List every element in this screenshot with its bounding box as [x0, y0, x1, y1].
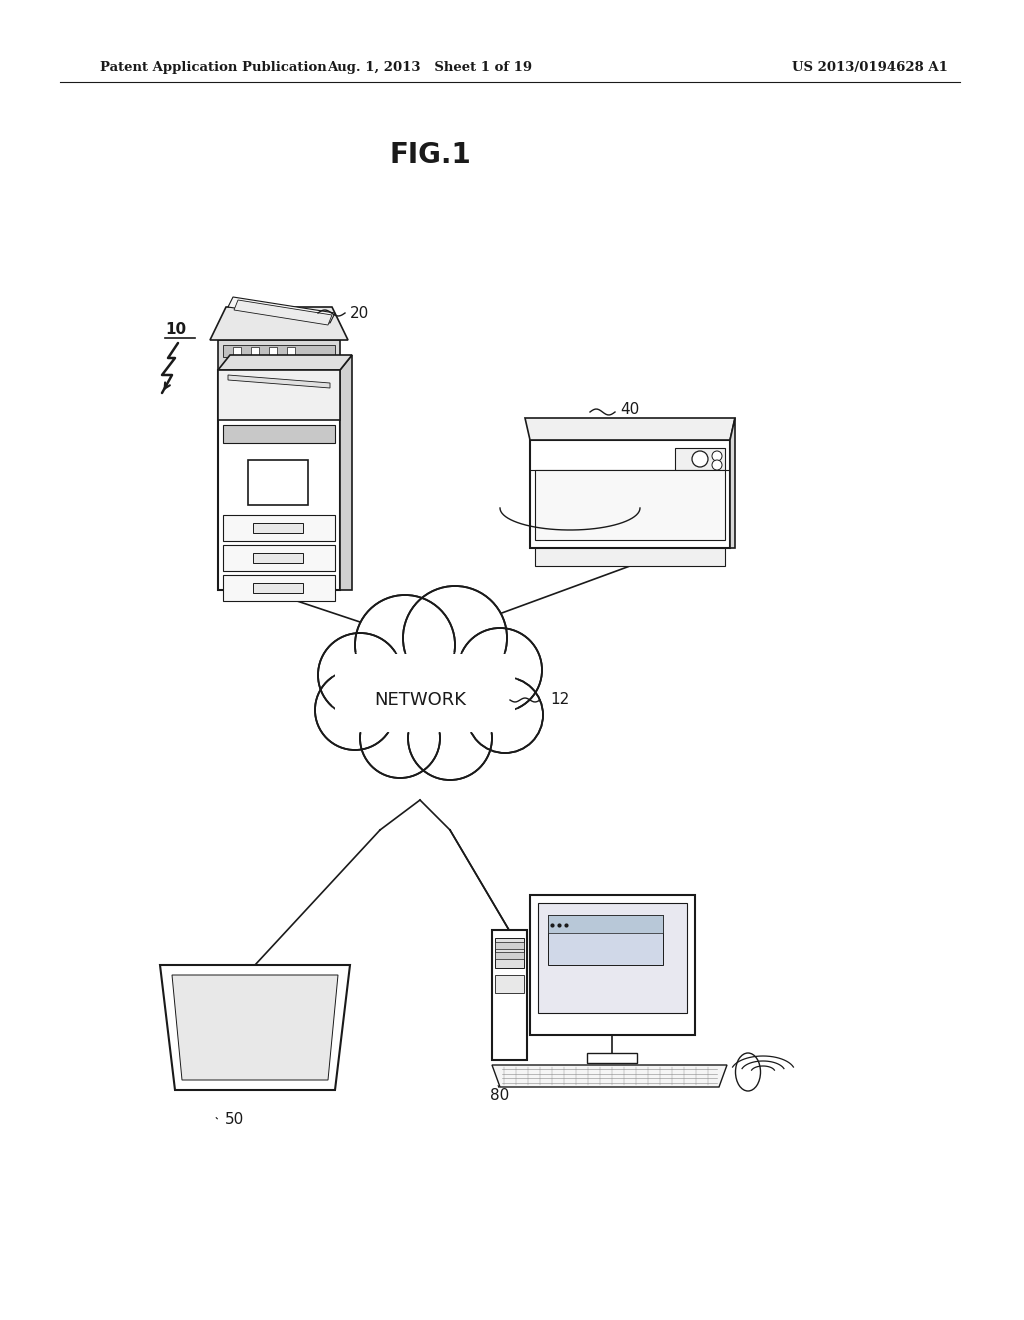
Circle shape: [318, 634, 402, 717]
Bar: [218, 370, 340, 420]
Text: 40: 40: [620, 403, 639, 417]
Circle shape: [403, 586, 507, 690]
Polygon shape: [535, 548, 725, 566]
Text: 50: 50: [225, 1113, 245, 1127]
Bar: [223, 545, 335, 572]
Polygon shape: [210, 308, 348, 341]
Ellipse shape: [735, 1053, 761, 1092]
Polygon shape: [332, 652, 518, 733]
Polygon shape: [160, 965, 350, 1090]
Polygon shape: [525, 418, 735, 440]
Bar: [538, 903, 687, 1012]
Bar: [548, 915, 663, 965]
Circle shape: [467, 677, 543, 752]
Bar: [495, 975, 524, 993]
Polygon shape: [330, 649, 520, 735]
Polygon shape: [335, 653, 515, 733]
Polygon shape: [228, 297, 335, 323]
Bar: [530, 440, 730, 548]
Text: Patent Application Publication: Patent Application Publication: [100, 62, 327, 74]
Polygon shape: [218, 355, 352, 370]
Circle shape: [315, 671, 395, 750]
Circle shape: [712, 459, 722, 470]
Bar: [587, 1053, 637, 1063]
Text: FIG.1: FIG.1: [389, 141, 471, 169]
Bar: [492, 931, 527, 1060]
Bar: [251, 347, 259, 355]
Text: 10: 10: [165, 322, 186, 338]
Bar: [675, 447, 725, 470]
Text: 12: 12: [550, 693, 569, 708]
Circle shape: [458, 628, 542, 711]
Bar: [248, 459, 308, 506]
Bar: [218, 341, 340, 370]
Bar: [218, 370, 340, 590]
Bar: [223, 425, 335, 444]
Text: NETWORK: NETWORK: [374, 690, 466, 709]
Text: 80: 80: [490, 1088, 510, 1102]
Circle shape: [355, 595, 455, 696]
Bar: [223, 576, 335, 601]
Polygon shape: [234, 300, 332, 325]
Bar: [269, 347, 278, 355]
Bar: [535, 470, 725, 540]
Bar: [233, 347, 241, 355]
Text: Aug. 1, 2013   Sheet 1 of 19: Aug. 1, 2013 Sheet 1 of 19: [328, 62, 532, 74]
Bar: [223, 345, 335, 356]
Circle shape: [692, 451, 708, 467]
Polygon shape: [172, 975, 338, 1080]
Polygon shape: [730, 418, 735, 548]
Polygon shape: [492, 1065, 727, 1086]
Text: US 2013/0194628 A1: US 2013/0194628 A1: [792, 62, 948, 74]
Polygon shape: [228, 375, 330, 388]
Bar: [228, 587, 248, 597]
Bar: [548, 915, 663, 933]
Bar: [253, 553, 303, 564]
Circle shape: [360, 698, 440, 777]
Bar: [495, 942, 524, 949]
Circle shape: [408, 696, 492, 780]
Bar: [495, 952, 524, 960]
Bar: [287, 347, 295, 355]
Circle shape: [712, 451, 722, 461]
Text: 20: 20: [350, 305, 370, 321]
Bar: [253, 523, 303, 533]
Bar: [530, 895, 695, 1035]
Bar: [308, 587, 328, 597]
Bar: [253, 583, 303, 593]
Bar: [223, 515, 335, 541]
Bar: [495, 939, 524, 968]
Polygon shape: [340, 355, 352, 590]
